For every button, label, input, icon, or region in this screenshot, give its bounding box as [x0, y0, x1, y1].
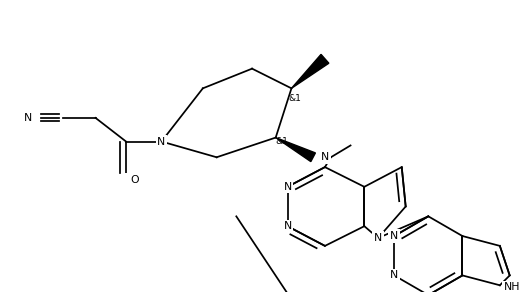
Polygon shape — [291, 54, 329, 88]
Text: N: N — [283, 221, 292, 231]
Text: N: N — [374, 233, 382, 243]
Text: NH: NH — [504, 282, 520, 292]
Text: O: O — [130, 175, 139, 185]
Text: N: N — [23, 113, 32, 123]
Text: N: N — [283, 182, 292, 192]
Text: &1: &1 — [289, 94, 301, 103]
Text: N: N — [157, 137, 166, 147]
Text: N: N — [321, 152, 329, 162]
Text: &1: &1 — [276, 137, 289, 146]
Text: N: N — [390, 231, 399, 241]
Text: N: N — [390, 271, 399, 281]
Polygon shape — [276, 137, 315, 162]
